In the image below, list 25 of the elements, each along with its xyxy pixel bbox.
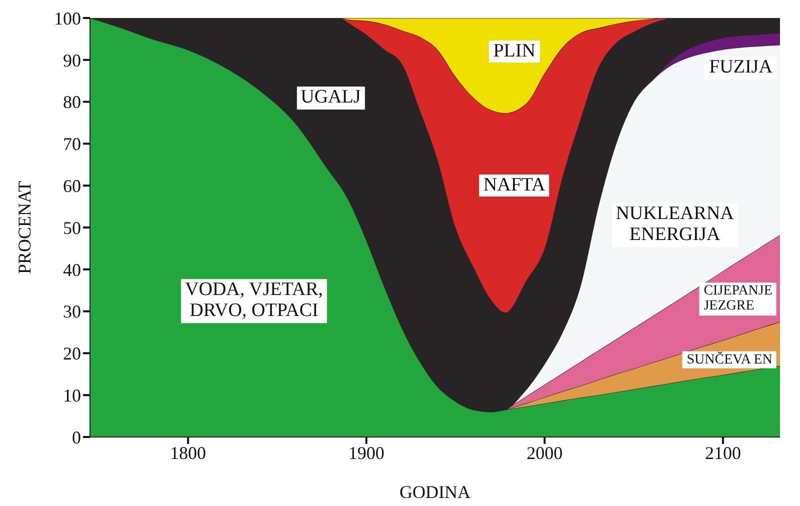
x-axis-title: GODINA (400, 482, 470, 502)
y-axis-title: PROCENAT (14, 180, 34, 274)
y-tick-label: 40 (63, 260, 81, 280)
x-tick-label: 2000 (526, 442, 563, 463)
series-label: PLIN (493, 40, 536, 62)
series-label: CIJEPANJE JEZGRE (704, 283, 772, 314)
y-tick-label: 10 (63, 385, 81, 406)
y-tick-label: 60 (63, 176, 81, 196)
y-tick-label: 50 (63, 218, 81, 238)
y-tick-label: 30 (63, 302, 81, 322)
y-tick-label: 70 (63, 134, 81, 154)
series-label: VODA, VJETAR, DRVO, OTPACI (185, 278, 324, 322)
series-label: NAFTA (483, 174, 546, 196)
y-tick-label: 100 (54, 8, 81, 28)
series-label: SUNČEVA EN (686, 352, 772, 368)
x-tick-label: 2100 (704, 442, 741, 463)
series-label: NUKLEARNA ENERGIJA (616, 203, 734, 246)
series-label: FUZIJA (709, 56, 772, 79)
y-tick-label: 20 (63, 344, 81, 364)
y-tick-label: 0 (72, 427, 81, 448)
y-tick-label: 90 (63, 50, 81, 70)
x-tick-label: 1900 (348, 442, 384, 463)
series-label: UGALJ (300, 86, 361, 108)
x-tick-label: 1800 (170, 442, 206, 463)
y-tick-label: 80 (63, 92, 81, 112)
